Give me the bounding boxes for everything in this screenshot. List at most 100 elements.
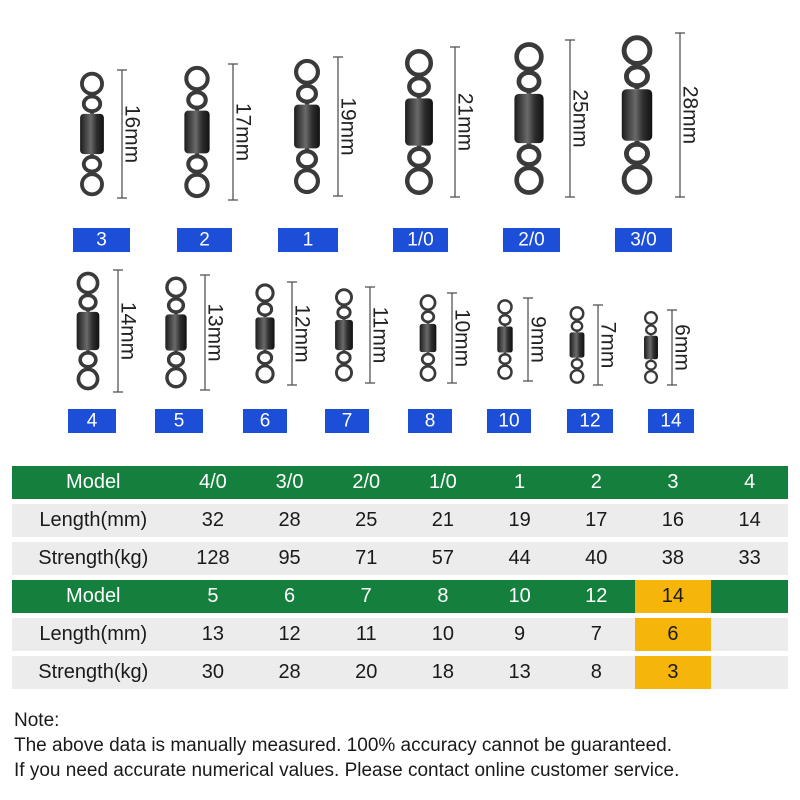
spec-table: Model 4/0 3/0 2/0 1/0 1 2 3 4 Length(mm)… [12, 461, 788, 694]
swivel-10: 9mm 10 [487, 297, 550, 433]
length-cell: 25 [327, 504, 405, 537]
length-label: 11mm [369, 307, 392, 364]
swivel-ring-icon [420, 352, 436, 366]
size-badge-label: 3 [96, 230, 107, 251]
swivel-ring-icon [336, 305, 352, 320]
size-badge-label: 10 [498, 411, 519, 432]
model-cell: 2/0 [327, 466, 405, 499]
swivel-ring-icon [516, 144, 542, 167]
swivel-eye-icon [165, 366, 187, 389]
swivel-ring-icon [420, 310, 436, 324]
swivel-eye-icon [76, 367, 100, 391]
size-badge [155, 409, 203, 433]
swivel-eye-icon [621, 164, 653, 195]
size-badge-label: 8 [425, 411, 436, 432]
length-label: 6mm [671, 324, 694, 371]
size-badge [487, 409, 531, 433]
swivel-ring-icon [295, 149, 319, 170]
swivel-eye-icon [184, 172, 210, 199]
swivel-eye-icon [80, 71, 104, 96]
swivel-barrel-icon [184, 110, 210, 154]
length-cell: 17 [557, 504, 635, 537]
model-cell: 7 [327, 580, 405, 613]
swivel-eye-icon [404, 166, 434, 195]
swivel-3: 16mm 3 [73, 69, 144, 252]
swivel-ring-icon [498, 353, 512, 366]
swivel-barrel-icon [514, 93, 544, 144]
length-cell: 12 [251, 618, 328, 651]
swivel-barrel-icon [294, 104, 320, 149]
swivel-barrel-icon [621, 89, 653, 141]
model-cell: 6 [251, 580, 328, 613]
model-cell: 3/0 [251, 466, 328, 499]
strength-cell: 57 [404, 542, 482, 575]
strength-cell: 28 [251, 656, 328, 689]
strength-row: Strength(kg) 30 28 20 18 13 8 3 [12, 656, 788, 689]
length-cell: 10 [404, 618, 482, 651]
note-line-2: If you need accurate numerical values. P… [14, 760, 680, 781]
swivel-eye-icon [165, 276, 187, 299]
length-label: 7mm [597, 322, 620, 369]
swivel-5: 13mm 5 [155, 274, 227, 433]
swivel-ring-icon [407, 75, 431, 98]
swivel-ring-icon [498, 313, 512, 326]
strength-cell: 40 [557, 542, 635, 575]
length-row: Length(mm) 32 28 25 21 19 17 16 14 [12, 504, 788, 537]
length-cell: 19 [481, 504, 558, 537]
strength-cell: 128 [174, 542, 252, 575]
size-badge-label: 7 [342, 411, 353, 432]
swivel-eye-icon [293, 168, 321, 195]
swivel-eye-icon [497, 364, 513, 380]
strength-cell: 18 [404, 656, 482, 689]
model-row: Model 5 6 7 8 10 12 14 [12, 580, 788, 613]
swivel-ring-icon [166, 351, 186, 368]
swivel-eye-icon [419, 294, 437, 312]
strength-cell: 38 [634, 542, 712, 575]
strength-cell: 95 [251, 542, 328, 575]
swivel-ring-icon [81, 154, 103, 174]
model-cell: 5 [174, 580, 252, 613]
length-cell: 28 [251, 504, 328, 537]
size-badge [503, 228, 560, 252]
model-cell: 1/0 [404, 466, 482, 499]
swivel-eye-icon [621, 35, 653, 66]
swivel-7: 11mm 7 [325, 286, 392, 433]
swivel-barrel-icon [165, 314, 187, 351]
swivel-ring-icon [78, 350, 98, 369]
strength-cell: 20 [327, 656, 405, 689]
swivel-ring-icon [407, 146, 431, 169]
size-badge [177, 228, 232, 252]
model-cell: 4/0 [174, 466, 252, 499]
strength-cell: 13 [481, 656, 558, 689]
length-row: Length(mm) 13 12 11 10 9 7 6 [12, 618, 788, 651]
length-cell: 13 [174, 618, 252, 651]
swivel-eye-icon [255, 283, 275, 303]
swivel-ring-icon [570, 320, 584, 332]
disclaimer-note: Note: The above data is manually measure… [14, 708, 679, 783]
swivel-eye-icon [643, 311, 659, 326]
strength-cell: 44 [481, 542, 558, 575]
swivel-ring-icon [256, 350, 274, 366]
swivel-barrel-icon [255, 317, 275, 350]
note-line-1: The above data is manually measured. 100… [14, 735, 673, 756]
swivel-barrel-icon [419, 323, 437, 353]
swivel-eye-icon [255, 364, 275, 384]
swivel-14: 6mm 14 [643, 309, 694, 433]
row-header-length: Length(mm) [12, 504, 175, 537]
swivel-eye-icon [80, 172, 104, 197]
swivel-1: 19mm 1 [278, 56, 360, 252]
swivel-1-0: 21mm 1/0 [393, 46, 477, 252]
swivel-2: 17mm 2 [177, 63, 255, 252]
length-cell: 9 [481, 618, 558, 651]
swivel-3-0: 28mm 3/0 [615, 32, 702, 252]
strength-cell-empty [711, 656, 788, 689]
strength-cell-highlighted: 3 [634, 656, 712, 689]
size-badge [278, 228, 338, 252]
swivel-ring-icon [166, 297, 186, 314]
swivel-ring-icon [570, 358, 584, 370]
size-badge-label: 5 [174, 411, 185, 432]
model-cell: 4 [711, 466, 788, 499]
note-title: Note: [14, 710, 60, 731]
size-badge-label: 14 [660, 411, 682, 432]
length-label: 14mm [117, 302, 140, 360]
